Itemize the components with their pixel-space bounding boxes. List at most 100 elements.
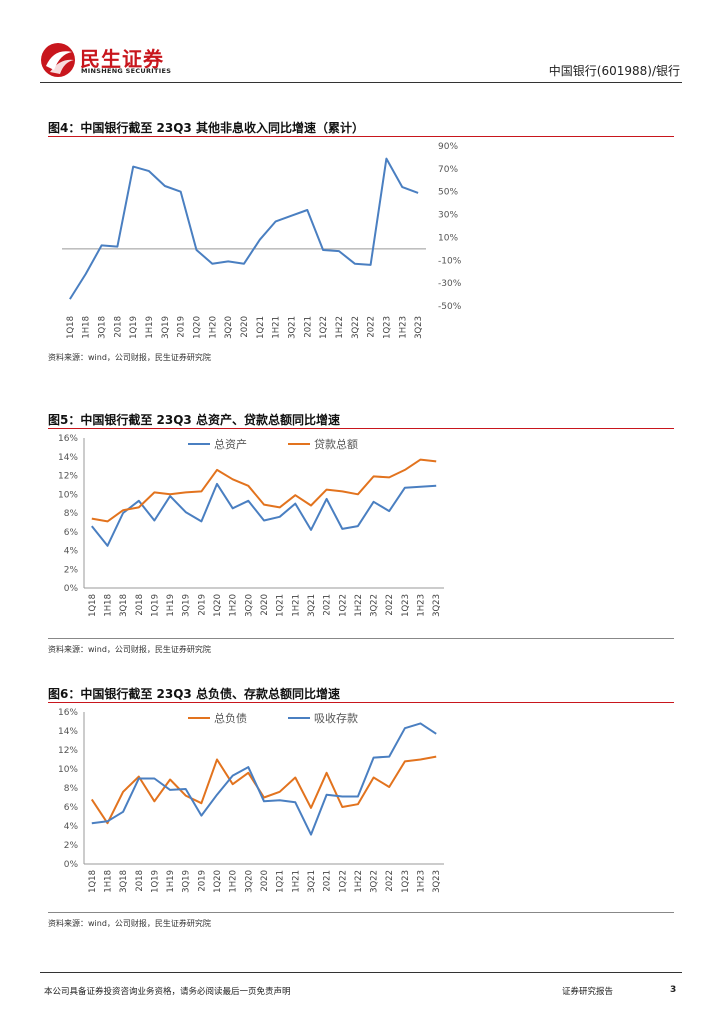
y-tick-label: 8% <box>64 509 79 519</box>
x-tick-label: 2021 <box>303 316 313 338</box>
x-tick-label: 1H20 <box>208 316 218 339</box>
y-tick-label: 10% <box>438 233 458 243</box>
x-tick-label: 3Q18 <box>119 594 129 617</box>
figure-source: 资料来源：wind，公司财报，民生证券研究院 <box>48 919 211 928</box>
x-tick-label: 2018 <box>113 316 123 338</box>
x-tick-label: 1H23 <box>417 594 427 617</box>
x-tick-label: 1H19 <box>166 594 176 617</box>
x-tick-label: 3Q23 <box>432 870 442 893</box>
figure-title-rule <box>48 136 674 137</box>
y-tick-label: 4% <box>64 547 79 557</box>
x-tick-label: 1Q18 <box>88 870 98 893</box>
y-tick-label: 14% <box>58 727 78 737</box>
x-tick-label: 1H18 <box>82 316 92 339</box>
x-tick-label: 1Q22 <box>319 316 329 339</box>
y-tick-label: 16% <box>58 708 78 718</box>
x-tick-label: 1Q18 <box>88 594 98 617</box>
chart-assets-loans: 16% 14% 12% 10% 8% 6% 4% 2% 0% 1Q18 1H18 3Q18 2018 1Q… <box>58 434 444 617</box>
x-tick-label: 1Q20 <box>213 870 223 893</box>
x-tick-label: 1H21 <box>272 316 282 339</box>
x-tick-label: 1Q20 <box>213 594 223 617</box>
y-tick-label: 70% <box>438 165 458 175</box>
x-tick-label: 2021 <box>323 870 333 892</box>
x-tick-label: 3Q21 <box>307 870 317 893</box>
x-tick-label: 1Q21 <box>276 870 286 893</box>
legend-label: 总资产 <box>214 437 247 451</box>
y-tick-label: 0% <box>64 584 79 594</box>
minsheng-logo-icon <box>41 43 75 77</box>
chart-other-nonint-income: 90% 70% 50% 30% 10% -10% -30% -50% 1Q18 1H18 3Q18 2… <box>62 142 462 339</box>
x-tick-label: 1Q21 <box>256 316 266 339</box>
x-tick-label: 2019 <box>177 316 187 338</box>
footer-divider <box>40 972 682 973</box>
source-divider <box>48 912 674 913</box>
y-tick-label: -30% <box>438 279 462 289</box>
x-tick-label: 2020 <box>240 316 250 338</box>
x-tick-label: 2019 <box>197 870 207 892</box>
figure-6: 图6：中国银行截至 23Q3 总负债、存款总额同比增速 16% 14% 12% 10%… <box>48 686 674 936</box>
x-tick-label: 1H20 <box>229 594 239 617</box>
y-tick-label: 2% <box>64 841 79 851</box>
y-tick-label: 10% <box>58 765 78 775</box>
x-tick-label: 2020 <box>260 594 270 616</box>
x-tick-label: 3Q20 <box>224 316 234 339</box>
source-divider <box>48 638 674 639</box>
brand-name-en: MINSHENG SECURITIES <box>81 67 172 75</box>
x-tick-label: 1H18 <box>103 870 113 893</box>
y-tick-label: 30% <box>438 211 458 221</box>
x-tick-label: 1Q21 <box>276 594 286 617</box>
x-tick-label: 2018 <box>135 870 145 892</box>
y-tick-label: 12% <box>58 472 78 482</box>
figure-title: 图4：中国银行截至 23Q3 其他非息收入同比增速（累计） <box>48 121 364 135</box>
legend-label: 吸收存款 <box>314 711 358 725</box>
y-tick-label: 90% <box>438 142 458 152</box>
footer-disclaimer: 本公司具备证券投资咨询业务资格，请务必阅读最后一页免责声明 <box>44 987 291 997</box>
x-tick-label: 3Q20 <box>244 870 254 893</box>
x-tick-label: 3Q23 <box>414 316 424 339</box>
x-tick-label: 3Q20 <box>244 594 254 617</box>
x-tick-label: 3Q19 <box>182 870 192 893</box>
x-tick-label: 1H19 <box>166 870 176 893</box>
x-tick-label: 1H22 <box>354 870 364 893</box>
y-tick-label: 6% <box>64 528 79 538</box>
document-title: 中国银行(601988)/银行 <box>548 64 680 78</box>
series-line-1 <box>90 755 437 825</box>
y-tick-label: 0% <box>64 860 79 870</box>
figure-4: 图4：中国银行截至 23Q3 其他非息收入同比增速（累计） 90% 70% 50% 3… <box>48 120 674 370</box>
x-tick-label: 2022 <box>385 870 395 892</box>
x-tick-label: 1Q20 <box>193 316 203 339</box>
header-divider <box>40 82 682 83</box>
y-tick-label: 14% <box>58 453 78 463</box>
x-tick-label: 1Q22 <box>338 594 348 617</box>
x-tick-label: 3Q21 <box>307 594 317 617</box>
x-tick-label: 1Q18 <box>66 316 76 339</box>
figure-5: 图5：中国银行截至 23Q3 总资产、贷款总额同比增速 16% 14% 12% 10%… <box>48 412 674 660</box>
x-tick-label: 1Q19 <box>129 316 139 339</box>
x-tick-label: 1Q19 <box>150 594 160 617</box>
figure-title: 图5：中国银行截至 23Q3 总资产、贷款总额同比增速 <box>48 413 340 427</box>
x-tick-label: 2020 <box>260 870 270 892</box>
x-tick-label: 1H23 <box>417 870 427 893</box>
footer-report-type: 证券研究报告 <box>562 987 614 997</box>
x-tick-label: 3Q19 <box>161 316 171 339</box>
series-line-1 <box>91 482 437 547</box>
x-tick-label: 2019 <box>197 594 207 616</box>
x-tick-label: 3Q19 <box>182 594 192 617</box>
y-tick-label: -50% <box>438 302 462 312</box>
x-tick-label: 1Q23 <box>401 870 411 893</box>
y-tick-label: 4% <box>64 822 79 832</box>
x-tick-label: 3Q18 <box>98 316 108 339</box>
y-tick-label: 50% <box>438 188 458 198</box>
x-tick-label: 3Q22 <box>351 316 361 339</box>
figure-source: 资料来源：wind，公司财报，民生证券研究院 <box>48 353 211 362</box>
x-tick-label: 1H19 <box>145 316 155 339</box>
chart-liabilities-deposits: 16% 14% 12% 10% 8% 6% 4% 2% 0% 1Q18 1H18 3Q18 2018 1Q… <box>58 708 444 893</box>
x-tick-label: 3Q23 <box>432 594 442 617</box>
page-number: 3 <box>670 985 677 995</box>
y-tick-label: 8% <box>64 784 79 794</box>
x-tick-label: 1Q23 <box>401 594 411 617</box>
figure-title-rule <box>48 428 674 429</box>
series-line-2 <box>91 458 437 523</box>
page-header: 民生证券 MINSHENG SECURITIES 中国银行(601988)/银行 <box>0 0 724 90</box>
figure-title: 图6：中国银行截至 23Q3 总负债、存款总额同比增速 <box>48 687 340 701</box>
